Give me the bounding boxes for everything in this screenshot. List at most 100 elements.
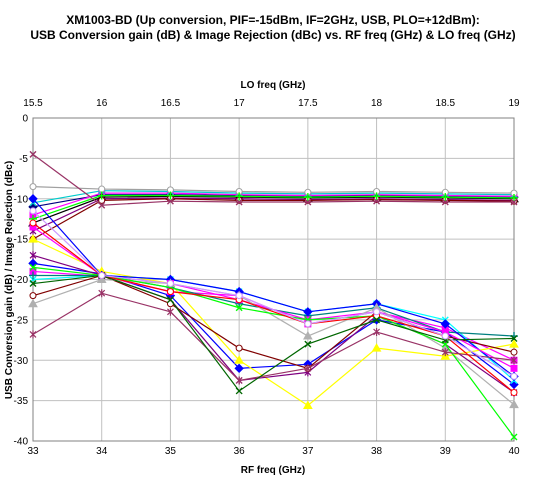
data-point xyxy=(371,343,382,352)
data-point xyxy=(166,280,174,288)
data-point xyxy=(167,307,174,316)
y-axis-title: USB Conversion gain (dB) / Image Rejecti… xyxy=(4,161,15,399)
series-line xyxy=(32,190,515,204)
series-line xyxy=(32,266,515,438)
data-point xyxy=(304,340,312,348)
data-point xyxy=(510,348,518,356)
series-line xyxy=(32,292,515,382)
x2-tick-label: 15.5 xyxy=(23,98,43,109)
series-line xyxy=(32,198,515,377)
data-point xyxy=(235,198,243,206)
series-9 xyxy=(29,150,518,209)
data-point xyxy=(302,400,313,409)
chart-title-line-2: USB Conversion gain (dB) & Image Rejecti… xyxy=(30,28,515,42)
data-point xyxy=(373,316,381,324)
data-point xyxy=(373,308,381,316)
data-point xyxy=(98,289,106,298)
data-point xyxy=(235,344,243,352)
series-line xyxy=(32,197,515,232)
x-tick-label: 39 xyxy=(440,446,452,457)
data-point xyxy=(235,387,243,395)
data-point xyxy=(303,193,312,202)
data-point xyxy=(96,274,107,283)
series-line xyxy=(32,194,515,220)
series-line xyxy=(32,222,515,394)
x2-axis-title: LO freq (GHz) xyxy=(241,80,306,91)
series-7 xyxy=(29,183,518,197)
data-point xyxy=(29,330,37,339)
series-line xyxy=(32,274,515,392)
x2-tick-label: 17.5 xyxy=(298,98,318,109)
data-point xyxy=(510,356,518,365)
series-line xyxy=(32,278,515,406)
data-point xyxy=(441,193,450,202)
data-point xyxy=(441,198,449,206)
data-point xyxy=(235,192,244,201)
data-point xyxy=(510,433,518,441)
data-point xyxy=(510,364,518,372)
data-point xyxy=(166,296,174,304)
series-layer xyxy=(28,150,519,441)
series-line xyxy=(32,192,515,216)
y-tick-label: 0 xyxy=(22,114,28,125)
data-point xyxy=(441,332,449,340)
data-point xyxy=(29,150,37,158)
data-point xyxy=(28,298,38,308)
data-point xyxy=(29,207,37,215)
data-point xyxy=(29,271,37,280)
data-point xyxy=(372,192,381,201)
data-point xyxy=(510,389,518,397)
data-point xyxy=(28,194,38,204)
data-point xyxy=(234,363,244,374)
series-line xyxy=(32,238,515,407)
series-21 xyxy=(29,289,518,385)
data-point xyxy=(166,197,174,205)
x-tick-label: 37 xyxy=(302,446,314,457)
data-point xyxy=(235,292,243,300)
x2-tick-label: 17 xyxy=(234,98,246,109)
series-line xyxy=(32,194,515,208)
data-point xyxy=(98,185,106,193)
data-point xyxy=(97,191,106,200)
data-point xyxy=(509,399,519,409)
data-point xyxy=(304,198,312,206)
x-axis-title: RF freq (GHz) xyxy=(241,465,305,476)
data-point xyxy=(234,355,245,364)
data-point xyxy=(303,307,313,317)
x-tick-label: 35 xyxy=(165,446,177,457)
series-line xyxy=(32,195,515,224)
y-tick-label: -25 xyxy=(14,315,29,326)
data-point xyxy=(373,197,381,205)
data-point xyxy=(29,251,37,260)
series-24 xyxy=(29,207,518,380)
y-tick-label: -20 xyxy=(14,275,29,286)
y-tick-label: -5 xyxy=(19,154,28,165)
data-point xyxy=(98,271,106,279)
series-line xyxy=(32,186,515,194)
x-tick-label: 33 xyxy=(27,446,39,457)
data-point xyxy=(510,372,518,380)
data-point xyxy=(29,292,37,300)
series-line xyxy=(32,198,515,240)
data-point xyxy=(29,183,37,191)
data-point xyxy=(29,263,37,271)
data-point xyxy=(166,191,175,200)
chart-title-line-1: XM1003-BD (Up conversion, PIF=-15dBm, IF… xyxy=(66,13,479,27)
data-point xyxy=(304,364,312,373)
data-point xyxy=(29,280,37,288)
data-point xyxy=(441,348,449,357)
y-tick-label: -35 xyxy=(14,396,29,407)
x-tick-label: 34 xyxy=(96,446,108,457)
data-point xyxy=(304,320,312,328)
y-tick-label: -10 xyxy=(14,194,29,205)
x2-tick-label: 18 xyxy=(371,98,383,109)
series-line xyxy=(32,210,515,377)
y-tick-label: -40 xyxy=(14,437,29,448)
data-point xyxy=(166,288,174,296)
data-point xyxy=(235,376,243,385)
x-tick-label: 40 xyxy=(508,446,520,457)
x-tick-label: 36 xyxy=(234,446,246,457)
x2-tick-label: 16 xyxy=(96,98,108,109)
